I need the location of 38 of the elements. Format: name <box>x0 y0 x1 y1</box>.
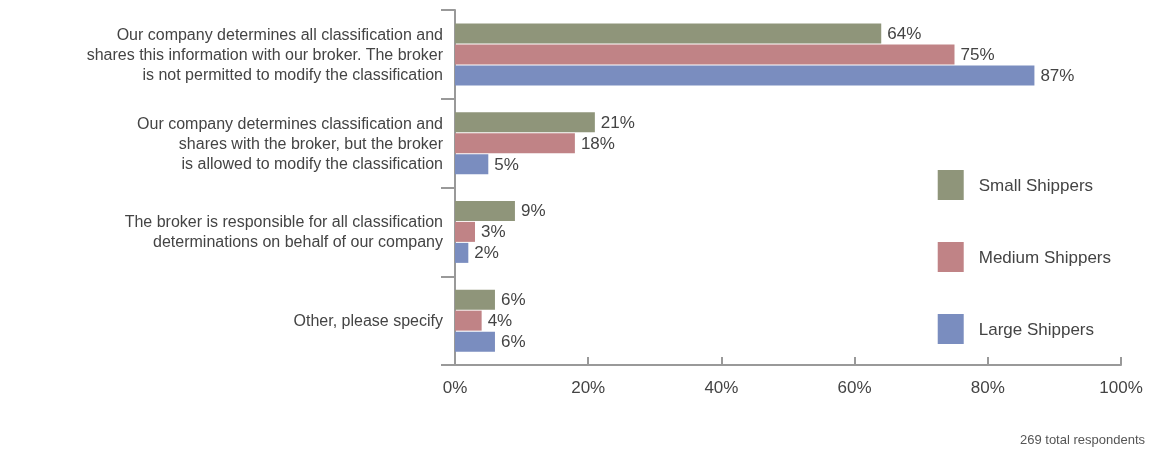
x-tick-label: 0% <box>442 378 468 397</box>
data-label: 21% <box>600 112 635 132</box>
y-tick-label: Our company determines all classification and shares this information with our broker. The broker is not permitted to modify the classification <box>86 25 444 83</box>
data-label: 6% <box>500 290 526 310</box>
bar <box>455 242 469 263</box>
data-label: 87% <box>1040 65 1075 85</box>
bar <box>455 221 475 242</box>
bar <box>455 65 1035 86</box>
x-tick-label: 20% <box>571 378 606 397</box>
bar <box>455 154 489 175</box>
y-tick-label: The broker is responsible for all classification determinations on behalf of our company <box>124 213 443 251</box>
data-label: 4% <box>487 311 513 331</box>
bar <box>455 200 515 221</box>
bar <box>455 310 482 331</box>
data-label: 18% <box>580 133 615 153</box>
bar <box>455 133 575 154</box>
y-tick-label: Our company determines classification and shares with the broker, but the broker is allowed to modify the classification <box>137 114 444 172</box>
legend-label: Medium Shippers <box>978 247 1111 267</box>
x-tick-label: 40% <box>704 378 739 397</box>
text: 269 total respondents <box>1019 432 1146 447</box>
data-label: 5% <box>494 154 519 174</box>
x-tick-label: 60% <box>837 378 872 397</box>
data-label: 3% <box>480 222 506 242</box>
data-label: 6% <box>500 332 526 352</box>
data-label: 75% <box>960 44 995 64</box>
x-tick-label: 100% <box>1099 378 1143 397</box>
x-tick-label: 80% <box>970 378 1005 397</box>
y-tick-label: Other, please specify <box>293 312 443 330</box>
bar <box>455 23 882 44</box>
data-label: 64% <box>887 23 922 43</box>
data-label: 2% <box>474 243 499 263</box>
data-label: 9% <box>520 201 546 221</box>
bar <box>455 331 495 352</box>
legend-label: Large Shippers <box>978 319 1095 339</box>
legend-label: Small Shippers <box>978 175 1094 195</box>
bar <box>455 112 595 133</box>
bar <box>455 289 495 310</box>
bar <box>455 44 955 65</box>
